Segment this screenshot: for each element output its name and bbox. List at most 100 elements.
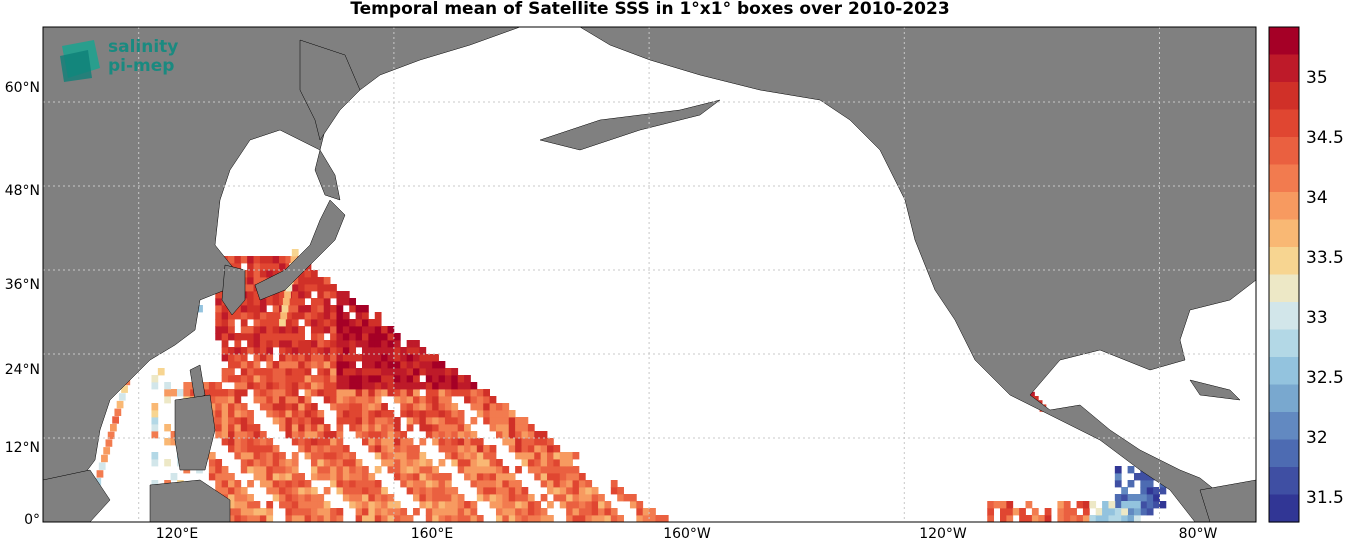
sss-cell xyxy=(585,501,593,509)
sss-cell xyxy=(572,508,580,516)
sss-cell xyxy=(285,368,293,376)
sss-cell xyxy=(457,424,465,432)
sss-cell xyxy=(534,459,542,467)
sss-cell xyxy=(508,508,516,516)
sss-cell xyxy=(279,382,286,390)
sss-cell xyxy=(400,480,408,488)
sss-cell xyxy=(279,347,286,355)
sss-cell xyxy=(444,501,452,509)
sss-cell xyxy=(438,508,446,516)
sss-cell xyxy=(310,333,318,341)
sss-cell xyxy=(323,312,331,320)
sss-cell xyxy=(176,389,184,397)
sss-cell xyxy=(279,452,286,460)
sss-cell xyxy=(221,403,229,411)
sss-cell xyxy=(413,452,420,460)
sss-cell xyxy=(476,410,484,418)
sss-cell xyxy=(604,515,612,523)
sss-cell xyxy=(240,403,248,411)
sss-cell xyxy=(170,431,178,439)
sss-cell xyxy=(393,389,401,397)
sss-cell xyxy=(502,438,510,446)
sss-cell xyxy=(413,368,420,376)
sss-cell xyxy=(285,347,293,355)
sss-cell xyxy=(515,508,522,516)
sss-cell xyxy=(151,424,159,432)
sss-cell xyxy=(444,375,452,383)
sss-cell xyxy=(291,333,299,341)
sss-cell xyxy=(310,487,318,495)
sss-cell xyxy=(476,438,484,446)
sss-cell xyxy=(444,445,452,453)
sss-cell xyxy=(240,445,248,453)
sss-cell xyxy=(521,445,529,453)
sss-cell xyxy=(234,424,242,432)
sss-cell xyxy=(502,508,510,516)
sss-cell xyxy=(457,410,465,418)
sss-cell xyxy=(317,326,325,334)
sss-cell xyxy=(1095,515,1103,523)
sss-cell xyxy=(393,431,401,439)
sss-cell xyxy=(1089,515,1097,523)
sss-cell xyxy=(483,459,490,467)
sss-cell xyxy=(279,473,286,481)
sss-cell xyxy=(247,480,254,488)
sss-cell xyxy=(317,319,325,327)
sss-cell xyxy=(617,515,624,523)
sss-cell xyxy=(304,438,312,446)
sss-cell xyxy=(413,375,420,383)
sss-cell xyxy=(355,403,363,411)
sss-cell xyxy=(374,361,382,369)
sss-cell xyxy=(495,473,503,481)
sss-cell xyxy=(304,382,312,390)
sss-cell xyxy=(419,382,427,390)
sss-cell xyxy=(393,340,401,348)
sss-cell xyxy=(444,480,452,488)
sss-cell xyxy=(1153,487,1160,495)
sss-cell xyxy=(1063,501,1071,509)
sss-cell xyxy=(234,375,242,383)
sss-cell xyxy=(151,382,159,390)
sss-cell xyxy=(234,515,242,523)
sss-cell xyxy=(489,396,497,404)
sss-cell xyxy=(457,508,465,516)
sss-cell xyxy=(285,431,293,439)
land-hokkaido xyxy=(314,149,341,201)
sss-cell xyxy=(1133,494,1141,502)
sss-cell xyxy=(419,473,427,481)
sss-cell xyxy=(527,466,535,474)
sss-cell xyxy=(304,375,312,383)
sss-cell xyxy=(464,459,471,467)
sss-cell xyxy=(221,375,229,383)
sss-cell xyxy=(208,403,216,411)
sss-cell xyxy=(221,466,229,474)
sss-cell xyxy=(400,438,408,446)
sss-cell xyxy=(387,515,395,523)
sss-cell xyxy=(1121,515,1128,523)
sss-cell xyxy=(259,459,267,467)
sss-cell xyxy=(425,508,433,516)
sss-cell xyxy=(228,515,235,523)
sss-cell xyxy=(164,389,171,397)
sss-cell xyxy=(425,424,433,432)
sss-cell xyxy=(362,396,369,404)
sss-cell xyxy=(304,354,312,362)
sss-cell xyxy=(400,347,408,355)
sss-cell xyxy=(432,417,439,425)
sss-cell xyxy=(1108,508,1116,516)
sss-cell xyxy=(336,431,344,439)
sss-cell xyxy=(566,452,573,460)
sss-cell xyxy=(1063,508,1071,516)
sss-cell xyxy=(368,319,376,327)
sss-cell xyxy=(387,361,395,369)
sss-cell xyxy=(495,494,503,502)
sss-cell xyxy=(266,375,274,383)
sss-cell xyxy=(310,326,318,334)
sss-cell xyxy=(515,515,522,523)
sss-cell xyxy=(355,312,363,320)
sss-cell xyxy=(572,494,580,502)
sss-cell xyxy=(310,312,318,320)
sss-cell xyxy=(253,396,261,404)
sss-cell xyxy=(317,277,325,285)
sss-cell xyxy=(1070,508,1077,516)
